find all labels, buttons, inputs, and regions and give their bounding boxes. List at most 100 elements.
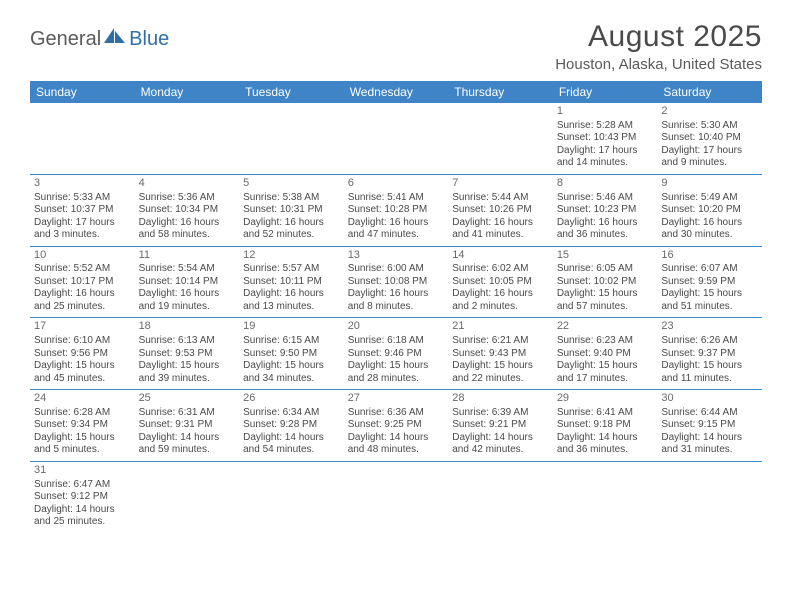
day-sunset: Sunset: 9:43 PM [452,348,549,361]
logo: General Blue [30,28,169,51]
calendar-week-row: 24Sunrise: 6:28 AMSunset: 9:34 PMDayligh… [30,390,762,462]
calendar-day-cell [135,103,240,174]
day-sunset: Sunset: 10:43 PM [557,132,654,145]
logo-text-blue: Blue [129,28,169,51]
calendar-day-cell: 15Sunrise: 6:05 AMSunset: 10:02 PMDaylig… [553,246,658,318]
calendar-day-cell: 1Sunrise: 5:28 AMSunset: 10:43 PMDayligh… [553,103,658,174]
day-daylight1: Daylight: 17 hours [661,145,758,158]
day-daylight1: Daylight: 14 hours [243,432,340,445]
day-number: 3 [34,177,131,191]
day-daylight2: and 25 minutes. [34,516,131,529]
day-daylight2: and 42 minutes. [452,444,549,457]
day-sunrise: Sunrise: 6:15 AM [243,335,340,348]
day-sunrise: Sunrise: 5:33 AM [34,192,131,205]
calendar-day-cell: 22Sunrise: 6:23 AMSunset: 9:40 PMDayligh… [553,318,658,390]
day-sunset: Sunset: 9:53 PM [139,348,236,361]
day-daylight1: Daylight: 17 hours [557,145,654,158]
day-sunrise: Sunrise: 5:28 AM [557,120,654,133]
day-sunset: Sunset: 10:31 PM [243,204,340,217]
day-sunset: Sunset: 9:40 PM [557,348,654,361]
day-sunrise: Sunrise: 6:36 AM [348,407,445,420]
day-daylight2: and 34 minutes. [243,373,340,386]
day-daylight2: and 48 minutes. [348,444,445,457]
day-sunrise: Sunrise: 6:28 AM [34,407,131,420]
day-sunset: Sunset: 9:21 PM [452,419,549,432]
header: General Blue August 2025 Houston, Alaska… [30,20,762,73]
day-sunrise: Sunrise: 6:05 AM [557,263,654,276]
day-header: Sunday [30,81,135,103]
calendar-day-cell: 11Sunrise: 5:54 AMSunset: 10:14 PMDaylig… [135,246,240,318]
calendar-day-cell: 14Sunrise: 6:02 AMSunset: 10:05 PMDaylig… [448,246,553,318]
day-daylight1: Daylight: 16 hours [34,288,131,301]
day-number: 17 [34,320,131,334]
calendar-day-cell [448,103,553,174]
day-sunrise: Sunrise: 6:34 AM [243,407,340,420]
calendar-day-cell: 30Sunrise: 6:44 AMSunset: 9:15 PMDayligh… [657,390,762,462]
title-block: August 2025 Houston, Alaska, United Stat… [555,20,762,73]
day-number: 29 [557,392,654,406]
calendar-day-cell: 9Sunrise: 5:49 AMSunset: 10:20 PMDayligh… [657,174,762,246]
day-number: 18 [139,320,236,334]
day-sunset: Sunset: 10:37 PM [34,204,131,217]
calendar-day-cell [239,103,344,174]
day-sunset: Sunset: 9:59 PM [661,276,758,289]
day-number: 16 [661,249,758,263]
calendar-day-cell: 5Sunrise: 5:38 AMSunset: 10:31 PMDayligh… [239,174,344,246]
logo-text-general: General [30,28,101,51]
month-year-title: August 2025 [555,20,762,54]
day-sunrise: Sunrise: 6:00 AM [348,263,445,276]
day-sunrise: Sunrise: 6:39 AM [452,407,549,420]
calendar-day-cell: 18Sunrise: 6:13 AMSunset: 9:53 PMDayligh… [135,318,240,390]
calendar-day-cell [30,103,135,174]
day-daylight1: Daylight: 15 hours [34,360,131,373]
day-daylight2: and 36 minutes. [557,444,654,457]
day-sunrise: Sunrise: 5:38 AM [243,192,340,205]
day-daylight1: Daylight: 14 hours [661,432,758,445]
day-daylight2: and 59 minutes. [139,444,236,457]
day-number: 25 [139,392,236,406]
day-daylight2: and 2 minutes. [452,301,549,314]
day-number: 7 [452,177,549,191]
calendar-day-cell: 19Sunrise: 6:15 AMSunset: 9:50 PMDayligh… [239,318,344,390]
day-sunrise: Sunrise: 5:52 AM [34,263,131,276]
day-daylight1: Daylight: 15 hours [243,360,340,373]
day-sunset: Sunset: 10:08 PM [348,276,445,289]
day-sunset: Sunset: 10:05 PM [452,276,549,289]
day-daylight2: and 57 minutes. [557,301,654,314]
calendar-day-cell: 7Sunrise: 5:44 AMSunset: 10:26 PMDayligh… [448,174,553,246]
calendar-day-cell: 12Sunrise: 5:57 AMSunset: 10:11 PMDaylig… [239,246,344,318]
calendar-week-row: 31Sunrise: 6:47 AMSunset: 9:12 PMDayligh… [30,461,762,532]
day-daylight2: and 45 minutes. [34,373,131,386]
day-daylight1: Daylight: 16 hours [452,217,549,230]
day-sunrise: Sunrise: 6:26 AM [661,335,758,348]
day-daylight2: and 8 minutes. [348,301,445,314]
day-daylight1: Daylight: 16 hours [243,288,340,301]
day-number: 10 [34,249,131,263]
day-daylight1: Daylight: 16 hours [557,217,654,230]
day-sunset: Sunset: 10:28 PM [348,204,445,217]
day-sunrise: Sunrise: 6:44 AM [661,407,758,420]
calendar-day-cell: 29Sunrise: 6:41 AMSunset: 9:18 PMDayligh… [553,390,658,462]
calendar-day-cell [135,461,240,532]
day-daylight2: and 14 minutes. [557,157,654,170]
day-daylight2: and 41 minutes. [452,229,549,242]
day-daylight1: Daylight: 16 hours [139,288,236,301]
day-number: 4 [139,177,236,191]
day-number: 24 [34,392,131,406]
day-daylight2: and 25 minutes. [34,301,131,314]
day-sunrise: Sunrise: 6:02 AM [452,263,549,276]
day-number: 14 [452,249,549,263]
calendar-day-cell: 8Sunrise: 5:46 AMSunset: 10:23 PMDayligh… [553,174,658,246]
calendar-week-row: 17Sunrise: 6:10 AMSunset: 9:56 PMDayligh… [30,318,762,390]
day-number: 8 [557,177,654,191]
location-subtitle: Houston, Alaska, United States [555,56,762,73]
calendar-day-cell: 10Sunrise: 5:52 AMSunset: 10:17 PMDaylig… [30,246,135,318]
day-header: Friday [553,81,658,103]
day-sunset: Sunset: 10:26 PM [452,204,549,217]
day-sunrise: Sunrise: 6:21 AM [452,335,549,348]
calendar-day-cell: 21Sunrise: 6:21 AMSunset: 9:43 PMDayligh… [448,318,553,390]
day-number: 27 [348,392,445,406]
day-daylight1: Daylight: 16 hours [348,217,445,230]
day-daylight2: and 30 minutes. [661,229,758,242]
day-sunset: Sunset: 9:25 PM [348,419,445,432]
